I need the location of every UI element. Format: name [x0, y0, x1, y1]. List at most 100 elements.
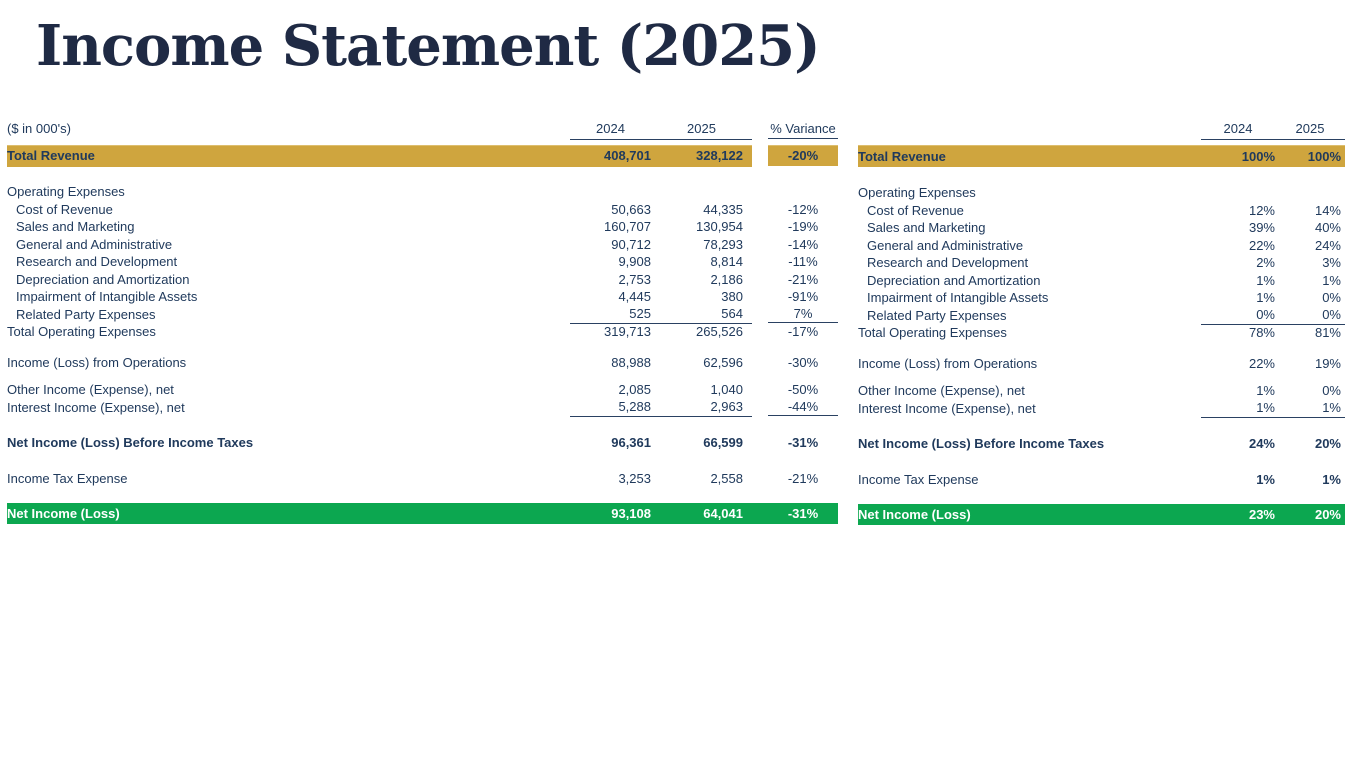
- row-label: Other Income (Expense), net: [858, 383, 1025, 398]
- row-label: Income Tax Expense: [7, 470, 128, 486]
- row-other-income: Other Income (Expense), net 1% 0%: [858, 382, 1345, 400]
- row-income-from-operations: Income (Loss) from Operations 22% 19%: [858, 355, 1345, 373]
- value-2025: 1%: [1322, 471, 1341, 487]
- value-2024: 3,253: [618, 470, 651, 486]
- row-label: Total Revenue: [7, 148, 95, 164]
- left-header-year-columns: 2024 2025: [570, 118, 752, 140]
- row-net-income: Net Income (Loss) 93,108 64,041 -31%: [7, 503, 838, 524]
- value-2025: 265,526: [696, 324, 743, 339]
- section-label: Operating Expenses: [858, 185, 976, 200]
- row-depreciation-and-amortization: Depreciation and Amortization 2,753 2,18…: [7, 271, 838, 289]
- column-gap: [752, 399, 768, 417]
- row-sales-and-marketing: Sales and Marketing 39% 40%: [858, 219, 1345, 237]
- variance-value: -20%: [768, 145, 838, 166]
- column-gap: [752, 434, 768, 452]
- row-research-and-development: Research and Development 9,908 8,814 -11…: [7, 253, 838, 271]
- value-2025: 0%: [1322, 307, 1341, 322]
- value-2024: 39%: [1248, 220, 1275, 235]
- row-label: Net Income (Loss): [7, 505, 120, 521]
- row-income-from-operations: Income (Loss) from Operations 88,988 62,…: [7, 354, 838, 372]
- value-2025: 66,599: [703, 435, 743, 450]
- value-2024: 96,361: [611, 435, 651, 450]
- value-2025: 380: [721, 289, 743, 304]
- value-2024: 4,445: [618, 289, 651, 304]
- row-label: Net Income (Loss) Before Income Taxes: [7, 435, 254, 450]
- column-header-2025: 2025: [1295, 120, 1325, 136]
- value-2024: 160,707: [604, 219, 651, 234]
- value-2024: 5,288: [618, 399, 651, 414]
- row-label: Related Party Expenses: [16, 306, 156, 322]
- variance-value: -11%: [788, 254, 818, 269]
- value-2025: 328,122: [696, 148, 743, 164]
- row-related-party-expenses: Related Party Expenses 525 564 7%: [7, 306, 838, 324]
- variance-value: -44%: [768, 399, 838, 416]
- value-2024: 408,701: [604, 148, 651, 164]
- variance-value: -19%: [787, 219, 819, 234]
- variance-value: -17%: [787, 324, 819, 339]
- row-label: Total Operating Expenses: [7, 324, 156, 339]
- column-gap: [752, 503, 768, 524]
- row-label: Total Revenue: [858, 148, 946, 164]
- row-net-income-before-taxes: Net Income (Loss) Before Income Taxes 96…: [7, 434, 838, 452]
- variance-value: -21%: [787, 271, 819, 287]
- row-label: General and Administrative: [867, 237, 1024, 253]
- value-2025: 1%: [1322, 400, 1341, 415]
- column-gap: [752, 271, 768, 289]
- column-gap: [752, 183, 768, 201]
- value-2025: 19%: [1314, 355, 1341, 371]
- row-label: Interest Income (Expense), net: [858, 400, 1036, 416]
- column-gap: [752, 236, 768, 254]
- value-2025: 2,186: [710, 271, 743, 287]
- column-gap: [752, 306, 768, 324]
- value-2024: 0%: [1256, 307, 1275, 322]
- column-header-2024: 2024: [596, 120, 625, 136]
- column-gap: [752, 323, 768, 341]
- variance-value: -50%: [787, 382, 819, 397]
- value-2025: 0%: [1322, 383, 1341, 398]
- row-label: Depreciation and Amortization: [16, 271, 190, 287]
- value-2024: 24%: [1248, 436, 1275, 451]
- row-label: Sales and Marketing: [16, 219, 135, 234]
- value-2025: 564: [721, 306, 743, 321]
- row-interest-income: Interest Income (Expense), net 5,288 2,9…: [7, 399, 838, 417]
- value-2024: 1%: [1256, 400, 1275, 415]
- value-2024: 1%: [1256, 272, 1275, 288]
- column-gap: [752, 288, 768, 306]
- row-label: Related Party Expenses: [867, 307, 1007, 323]
- variance-value: -91%: [787, 289, 819, 304]
- value-2025: 1,040: [710, 382, 743, 397]
- value-2024: 23%: [1248, 506, 1275, 522]
- row-general-and-administrative: General and Administrative 90,712 78,293…: [7, 236, 838, 254]
- value-2024: 2,753: [618, 271, 651, 287]
- row-total-operating-expenses: Total Operating Expenses 78% 81%: [858, 324, 1345, 342]
- value-2025: 40%: [1314, 220, 1341, 235]
- variance-value: -12%: [787, 201, 819, 217]
- value-2025: 24%: [1314, 237, 1341, 253]
- percent-of-revenue-table: 2024 2025 Total Revenue 100% 100% Operat…: [858, 118, 1345, 525]
- value-2025: 0%: [1322, 290, 1341, 305]
- row-other-income: Other Income (Expense), net 2,085 1,040 …: [7, 381, 838, 399]
- value-2024: 9,908: [618, 254, 651, 269]
- column-header-2025: 2025: [687, 120, 716, 136]
- row-label: Net Income (Loss): [858, 506, 971, 522]
- row-cost-of-revenue: Cost of Revenue 50,663 44,335 -12%: [7, 201, 838, 219]
- row-label: Impairment of Intangible Assets: [16, 289, 198, 304]
- variance-value: -14%: [787, 236, 819, 252]
- row-label: Research and Development: [867, 255, 1029, 270]
- value-2025: 14%: [1314, 202, 1341, 218]
- row-general-and-administrative: General and Administrative 22% 24%: [858, 237, 1345, 255]
- variance-value: 7%: [768, 306, 838, 323]
- row-label: Income (Loss) from Operations: [858, 355, 1038, 371]
- dollar-values-table: ($ in 000's) 2024 2025 % Variance Total …: [7, 118, 838, 524]
- row-label: Other Income (Expense), net: [7, 382, 174, 397]
- row-total-operating-expenses: Total Operating Expenses 319,713 265,526…: [7, 323, 838, 341]
- value-2025: 100%: [1307, 148, 1341, 164]
- column-gap: [752, 201, 768, 219]
- variance-value: -31%: [787, 505, 819, 521]
- row-label: Interest Income (Expense), net: [7, 399, 185, 415]
- row-interest-income: Interest Income (Expense), net 1% 1%: [858, 400, 1345, 418]
- row-net-income: Net Income (Loss) 23% 20%: [858, 504, 1345, 525]
- row-total-revenue: Total Revenue 100% 100%: [858, 145, 1345, 167]
- column-header-2024: 2024: [1223, 120, 1253, 136]
- row-income-tax-expense: Income Tax Expense 3,253 2,558 -21%: [7, 470, 838, 488]
